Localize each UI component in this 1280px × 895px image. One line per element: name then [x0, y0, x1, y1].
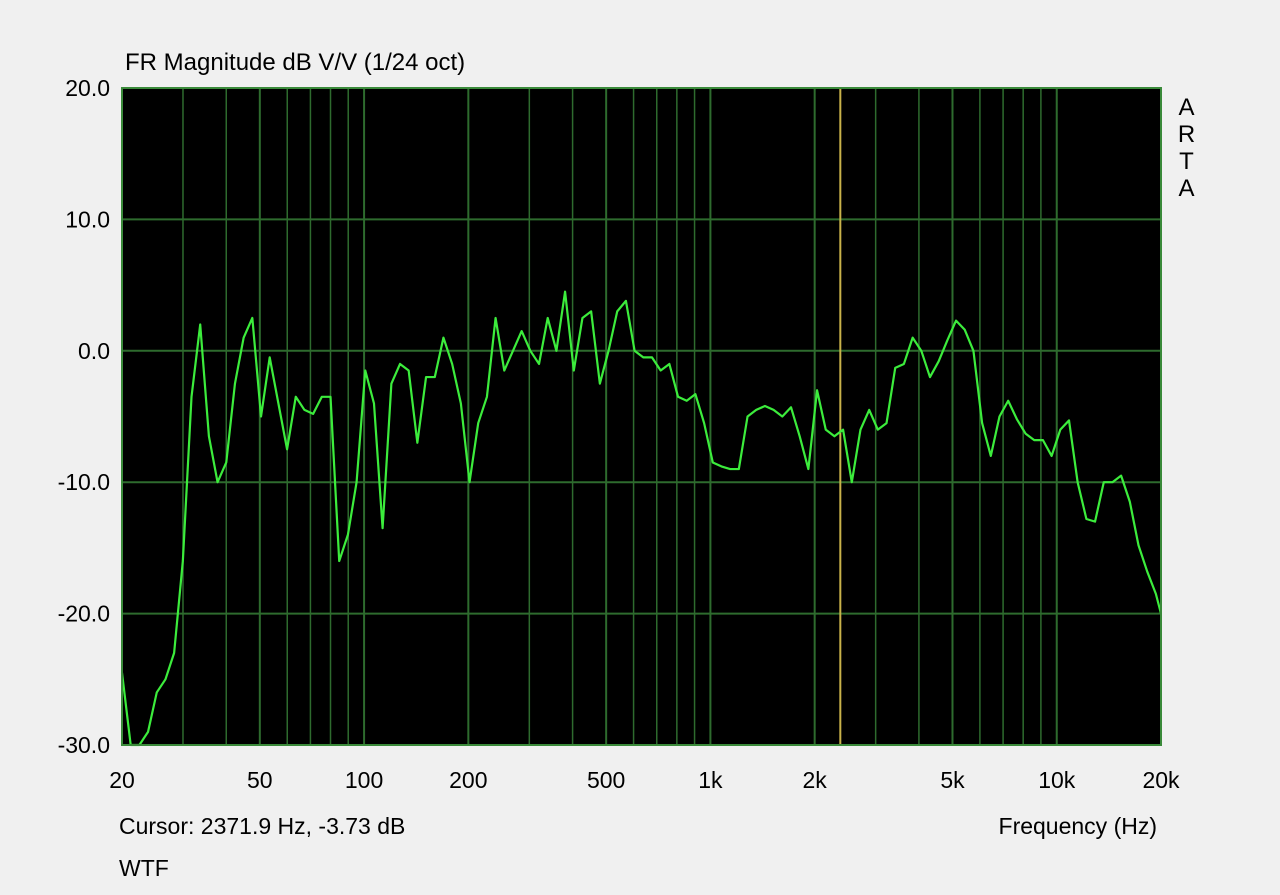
x-axis-label: Frequency (Hz): [999, 813, 1157, 839]
x-tick-label: 2k: [803, 767, 828, 793]
cursor-readout: Cursor: 2371.9 Hz, -3.73 dB: [119, 813, 405, 839]
side-label: ARTA: [1173, 94, 1200, 202]
footer-label: WTF: [119, 855, 169, 881]
x-tick-label: 10k: [1038, 767, 1076, 793]
x-tick-label: 20: [109, 767, 135, 793]
x-tick-label: 20k: [1142, 767, 1180, 793]
y-tick-label: -10.0: [58, 469, 110, 495]
x-tick-label: 100: [345, 767, 383, 793]
x-tick-label: 1k: [698, 767, 723, 793]
x-tick-label: 200: [449, 767, 487, 793]
y-tick-label: 20.0: [65, 75, 110, 101]
y-tick-label: 0.0: [78, 338, 110, 364]
y-tick-label: 10.0: [65, 206, 110, 232]
x-tick-label: 500: [587, 767, 625, 793]
x-tick-label: 5k: [940, 767, 965, 793]
x-tick-label: 50: [247, 767, 273, 793]
y-tick-label: -30.0: [58, 732, 110, 758]
y-tick-label: -20.0: [58, 601, 110, 627]
plot-border: [121, 87, 1162, 746]
response-line: [120, 290, 1163, 747]
chart-title: FR Magnitude dB V/V (1/24 oct): [125, 49, 465, 76]
plot-area: [122, 88, 1161, 745]
